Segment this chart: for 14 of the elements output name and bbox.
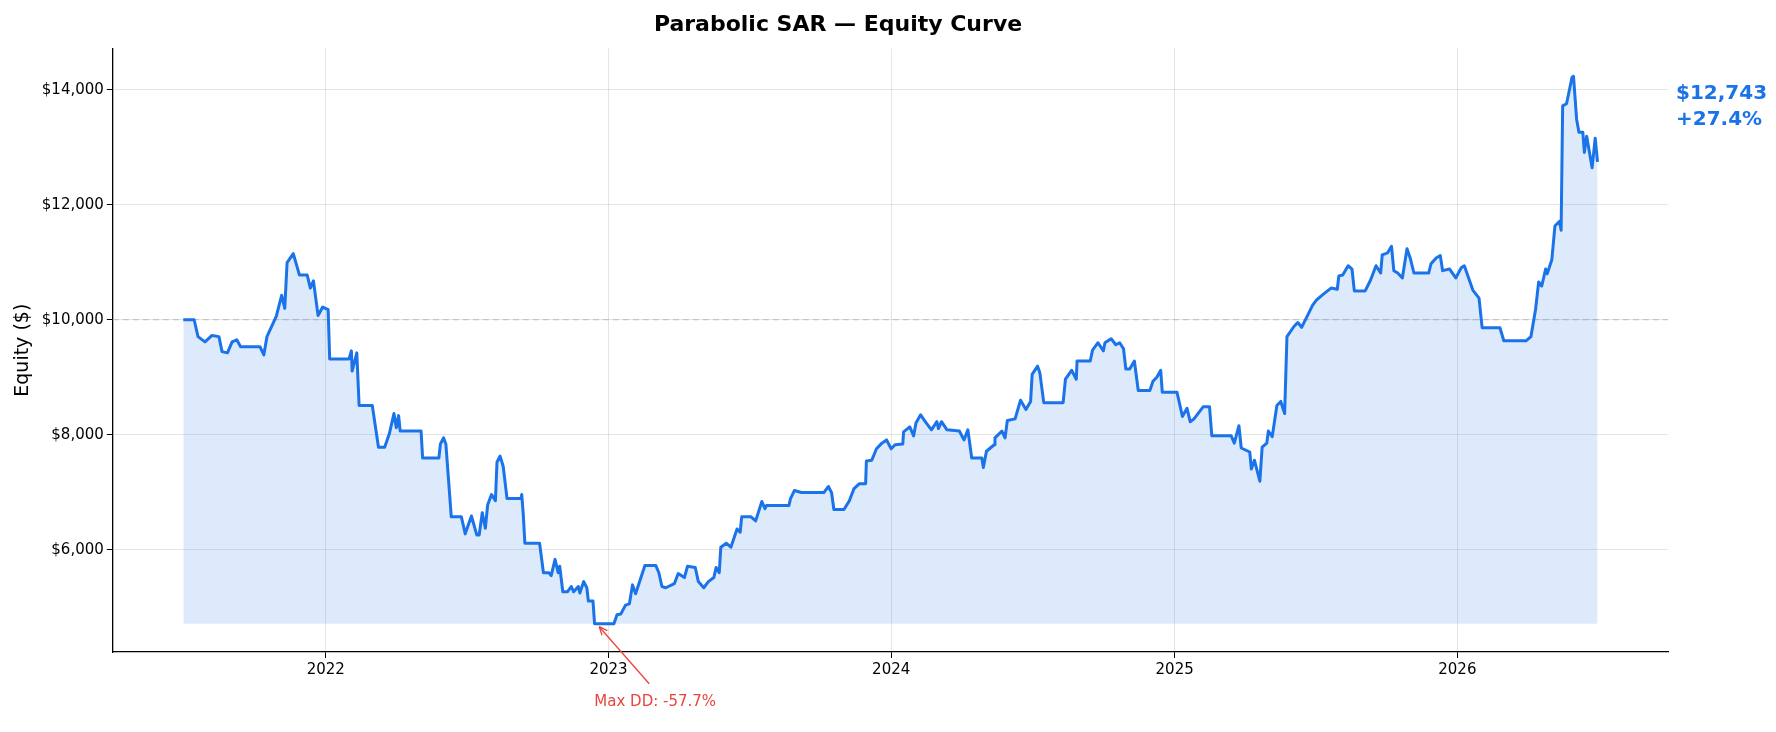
y-axis-title: Equity ($) (10, 303, 33, 397)
x-tick-label: 2023 (589, 659, 628, 678)
y-tick-label: $10,000 (41, 309, 104, 328)
annotation: Max DD: -57.7% (594, 691, 717, 710)
x-tick-label: 2022 (306, 659, 345, 678)
x-tick-label: 2026 (1438, 659, 1477, 678)
x-tick-label: 2024 (872, 659, 911, 678)
y-tick-label: $6,000 (51, 539, 104, 558)
y-tick-label: $14,000 (41, 79, 104, 98)
y-tick-label: $8,000 (51, 424, 104, 443)
chart-title: Parabolic SAR — Equity Curve (653, 10, 1023, 36)
y-tick-label: $12,000 (41, 194, 104, 213)
text: $12,743 +27.4% (1676, 80, 1768, 131)
x-tick-label: 2025 (1155, 659, 1194, 678)
